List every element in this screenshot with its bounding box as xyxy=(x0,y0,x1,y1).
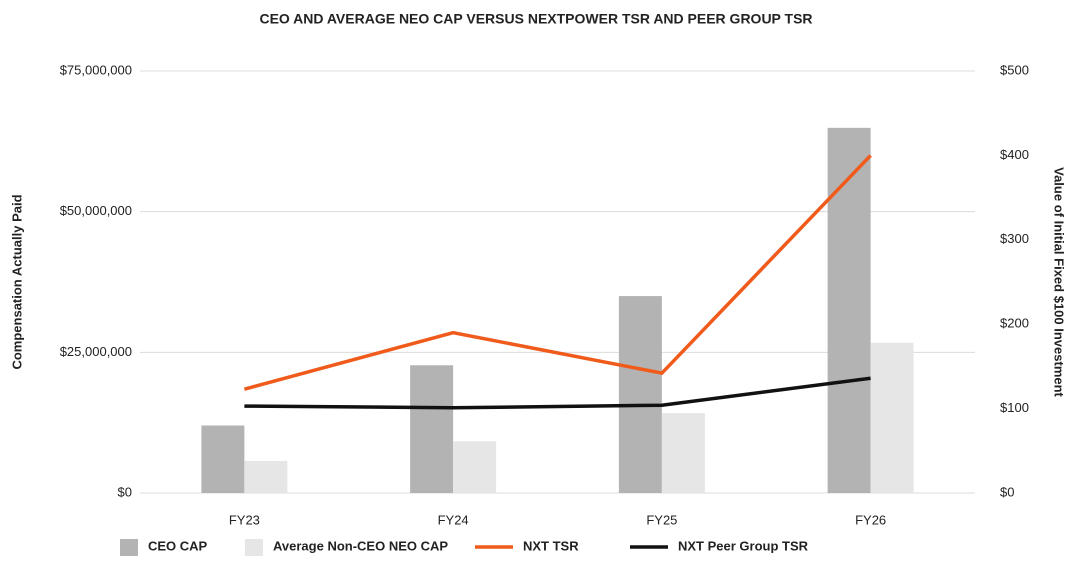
bar xyxy=(827,127,871,493)
legend-swatch xyxy=(245,539,263,556)
y2-tick-label: $200 xyxy=(1000,316,1029,331)
line xyxy=(243,154,872,391)
x-tick-label: FY24 xyxy=(438,512,469,527)
y-tick-label: $75,000,000 xyxy=(60,62,132,77)
y-tick-label: $50,000,000 xyxy=(60,203,132,218)
y2-tick-label: $0 xyxy=(1000,484,1014,499)
bar xyxy=(410,365,454,493)
legend-label: CEO CAP xyxy=(148,538,208,553)
line xyxy=(244,376,871,410)
x-tick-label: FY26 xyxy=(855,512,886,527)
bar xyxy=(201,425,245,493)
legend-swatch xyxy=(120,539,138,556)
bar xyxy=(244,460,288,493)
y2-tick-label: $300 xyxy=(1000,231,1029,246)
y-tick-label: $0 xyxy=(118,484,132,499)
x-tick-label: FY25 xyxy=(646,512,677,527)
bar xyxy=(661,413,705,493)
legend-label: NXT TSR xyxy=(523,538,579,553)
x-tick-label: FY23 xyxy=(229,512,260,527)
y-axis-label: Compensation Actually Paid xyxy=(9,194,24,369)
y2-tick-label: $100 xyxy=(1000,400,1029,415)
y-tick-label: $25,000,000 xyxy=(60,344,132,359)
legend-label: NXT Peer Group TSR xyxy=(678,538,809,553)
legend-label: Average Non-CEO NEO CAP xyxy=(273,538,448,553)
chart-title: CEO AND AVERAGE NEO CAP VERSUS NEXTPOWER… xyxy=(259,11,812,27)
y2-tick-label: $400 xyxy=(1000,147,1029,162)
y2-axis-label: Value of Initial Fixed $100 Investment xyxy=(1052,167,1067,397)
y2-tick-label: $500 xyxy=(1000,62,1029,77)
bar xyxy=(618,296,662,493)
bar xyxy=(453,441,497,493)
bar xyxy=(870,342,914,493)
